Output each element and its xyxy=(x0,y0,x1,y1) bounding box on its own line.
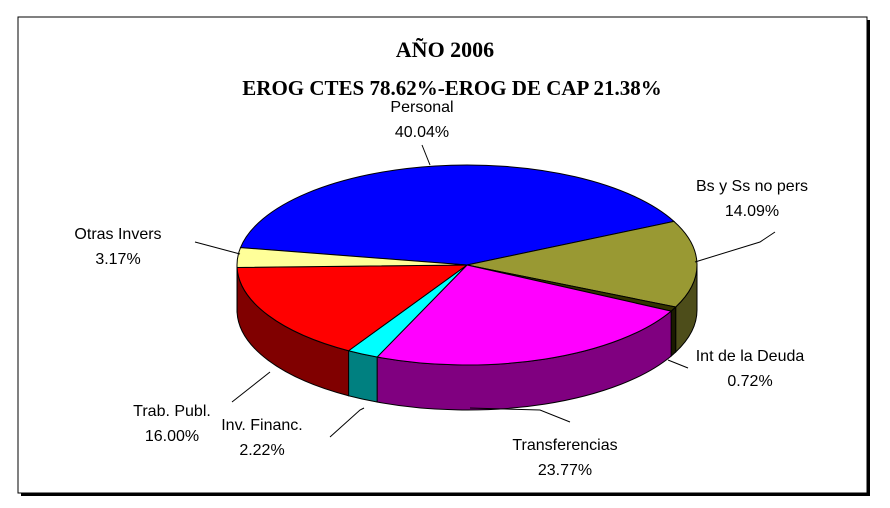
leader-line xyxy=(194,241,241,255)
slice xyxy=(236,247,468,268)
slice-label: Otras Invers xyxy=(74,226,161,243)
slice-value-label: 16.00% xyxy=(145,428,199,445)
slice xyxy=(466,220,698,308)
leader-line xyxy=(667,359,689,369)
slice-side xyxy=(348,350,378,403)
leader-line xyxy=(694,231,776,263)
slice-label: Bs y Ss no pers xyxy=(696,178,808,195)
leader-line xyxy=(231,371,271,403)
slice-label: Personal xyxy=(390,99,453,116)
slice-label: Int de la Deuda xyxy=(696,348,805,365)
slice-value-label: 3.17% xyxy=(95,251,140,268)
leader-line xyxy=(469,407,571,423)
slice xyxy=(376,264,673,366)
slice-value-label: 40.04% xyxy=(395,124,449,141)
slice-label: Transferencias xyxy=(512,437,617,454)
slice-value-label: 0.72% xyxy=(727,373,772,390)
slice-label: Inv. Financ. xyxy=(221,417,303,434)
slice-value-label: 14.09% xyxy=(725,203,779,220)
leader-line xyxy=(329,407,365,438)
chart-subtitle: EROG CTES 78.62%-EROG DE CAP 21.38% xyxy=(242,76,661,100)
leader-line xyxy=(421,144,431,166)
slice xyxy=(239,164,676,266)
slice-side xyxy=(670,305,677,358)
slice-value-label: 2.22% xyxy=(239,442,284,459)
slice xyxy=(236,264,469,352)
slice-label: Trab. Publ. xyxy=(133,403,211,420)
slice-value-label: 23.77% xyxy=(538,462,592,479)
chart-title: AÑO 2006 xyxy=(396,37,494,62)
